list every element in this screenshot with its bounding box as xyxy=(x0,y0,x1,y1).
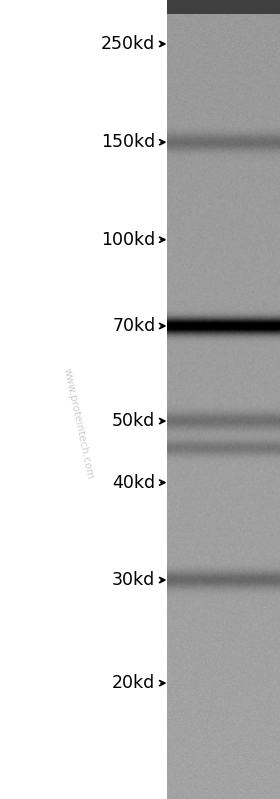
Text: 250kd: 250kd xyxy=(101,35,155,53)
Text: 40kd: 40kd xyxy=(112,474,155,491)
Text: 70kd: 70kd xyxy=(112,317,155,335)
Text: 150kd: 150kd xyxy=(101,133,155,151)
Text: www.proteintech.com: www.proteintech.com xyxy=(62,367,95,480)
Text: 50kd: 50kd xyxy=(112,412,155,430)
Text: 20kd: 20kd xyxy=(112,674,155,692)
Text: 100kd: 100kd xyxy=(101,231,155,248)
Text: 30kd: 30kd xyxy=(112,571,155,589)
